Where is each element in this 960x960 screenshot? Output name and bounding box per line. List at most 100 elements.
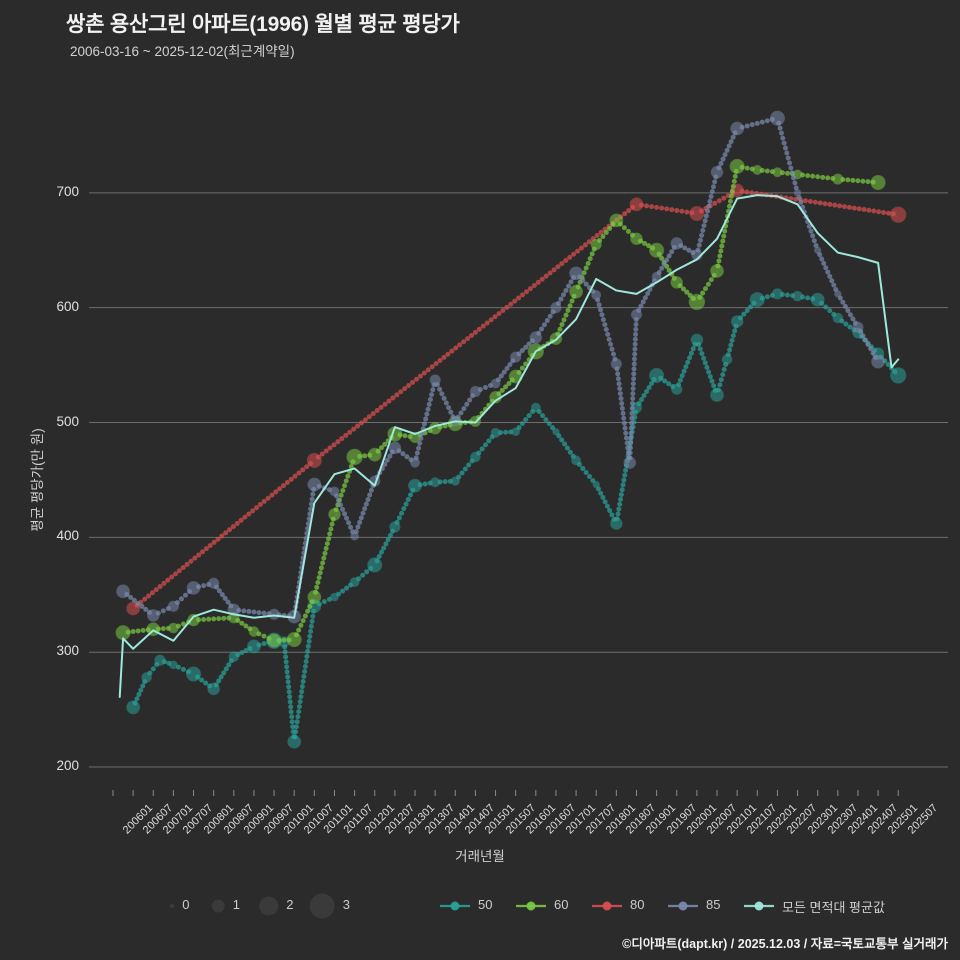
series-connector-dot: [726, 203, 732, 209]
series-connector-dot: [586, 239, 592, 245]
series-connector-dot: [708, 277, 714, 283]
data-point: [167, 600, 180, 612]
series-connector-dot: [413, 376, 419, 382]
series-connector-dot: [846, 204, 852, 210]
x-axis-title: 거래년월: [455, 849, 505, 864]
data-point: [408, 478, 422, 493]
series-connector-dot: [180, 666, 186, 672]
series-connector-dot: [321, 599, 327, 605]
series-connector-dot: [578, 245, 584, 251]
series-connector-dot: [357, 519, 363, 525]
data-point: [186, 580, 201, 595]
series-connector-dot: [527, 286, 533, 292]
series-connector-dot: [216, 678, 222, 684]
data-point: [141, 672, 152, 683]
series-connector-dot: [466, 462, 472, 468]
legend-label[interactable]: 80: [630, 897, 645, 912]
series-connector-dot: [808, 228, 814, 234]
series-connector-dot: [850, 177, 856, 183]
series-connector-dot: [600, 233, 606, 239]
series-connector-dot: [628, 430, 634, 436]
series-connector-dot: [360, 510, 366, 516]
series-connector-dot: [732, 173, 738, 179]
series-connector-dot: [316, 575, 322, 581]
series-connector-dot: [813, 242, 819, 248]
series-connector-dot: [633, 326, 639, 332]
series-connector-dot: [664, 257, 670, 263]
series-connector-dot: [885, 362, 891, 368]
series-connector-dot: [718, 160, 724, 166]
legend-marker-swatch: [754, 901, 764, 911]
series-connector-dot: [543, 273, 549, 279]
series-connector-dot: [251, 609, 257, 615]
series-connector-dot: [459, 470, 465, 476]
series-connector-dot: [609, 346, 615, 352]
series-connector-dot: [257, 502, 263, 508]
series-connector-dot: [618, 496, 624, 502]
legend-label[interactable]: 85: [706, 897, 721, 912]
data-point: [772, 167, 783, 178]
series-모든 면적대 평균값: [118, 194, 900, 698]
series-connector-dot: [301, 674, 307, 680]
series-connector-dot: [410, 379, 416, 385]
series-connector-dot: [242, 514, 248, 520]
series-connector-dot: [526, 341, 532, 347]
data-point: [168, 622, 179, 634]
series-connector-dot: [344, 585, 350, 591]
series-connector-dot: [285, 674, 291, 680]
series-connector-dot: [567, 449, 573, 455]
series-connector-dot: [362, 506, 368, 512]
data-point: [228, 651, 240, 663]
series-connector-dot: [401, 506, 407, 512]
series-connector-dot: [717, 382, 723, 388]
data-point: [490, 378, 501, 389]
series-connector-dot: [860, 178, 866, 184]
series-connector-dot: [382, 441, 388, 447]
series-connector-dot: [666, 381, 672, 387]
series-connector-dot: [157, 583, 163, 589]
series-connector-dot: [161, 580, 167, 586]
page-subtitle: 2006-03-16 ~ 2025-12-02(최근계약일): [70, 44, 295, 59]
series-connector-dot: [659, 255, 665, 261]
series-connector-dot: [730, 333, 736, 339]
series-connector-dot: [623, 430, 629, 436]
series-connector-dot: [583, 265, 589, 271]
series-connector-dot: [721, 195, 727, 201]
series-connector-dot: [326, 536, 332, 542]
series-connector-dot: [387, 453, 393, 459]
data-point: [430, 477, 441, 488]
series-connector-dot: [297, 699, 303, 705]
series-connector-dot: [203, 680, 209, 686]
series-connector-dot: [569, 298, 575, 304]
data-point: [769, 110, 785, 126]
series-connector-dot: [543, 417, 549, 423]
series-connector-dot: [616, 506, 622, 512]
legend-label[interactable]: 모든 면적대 평균값: [782, 900, 885, 915]
series-connector-dot: [729, 337, 735, 343]
series-connector-dot: [256, 610, 262, 616]
series-connector-dot: [583, 281, 589, 287]
series-connector-dot: [320, 560, 326, 566]
series-connector-dot: [620, 482, 626, 488]
series-connector-dot: [615, 376, 621, 382]
series-connector-dot: [150, 666, 156, 672]
series-connector-dot: [821, 260, 827, 266]
series-connector-dot: [870, 350, 876, 356]
series-connector-dot: [863, 337, 869, 343]
data-point: [721, 354, 733, 365]
series-connector-dot: [462, 466, 468, 472]
data-point: [834, 290, 842, 298]
series-connector-dot: [778, 130, 784, 136]
series-connector-dot: [782, 145, 788, 151]
legend-label[interactable]: 50: [478, 897, 493, 912]
series-connector-dot: [363, 501, 369, 507]
series-connector-dot: [507, 362, 513, 368]
series-connector-dot: [831, 282, 837, 288]
series-connector-dot: [666, 267, 672, 273]
legend-label[interactable]: 60: [554, 897, 569, 912]
series-connector-dot: [342, 483, 348, 489]
series-connector-dot: [683, 364, 689, 370]
series-connector-dot: [484, 320, 490, 326]
series-connector-dot: [661, 261, 667, 267]
series-connector-dot: [184, 561, 190, 567]
